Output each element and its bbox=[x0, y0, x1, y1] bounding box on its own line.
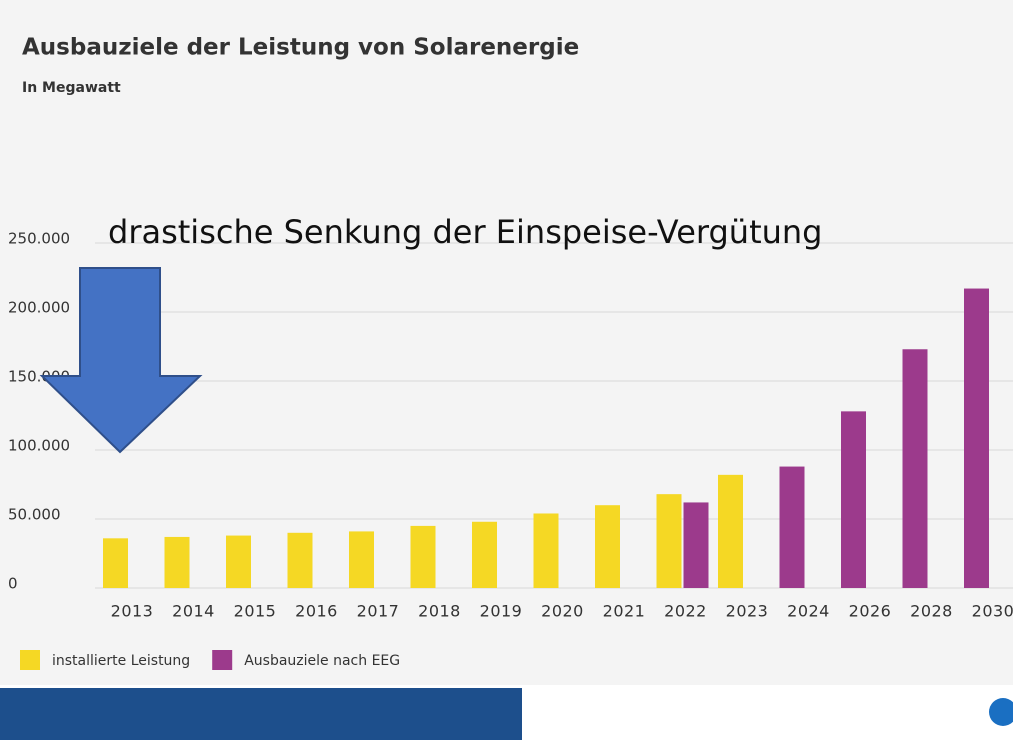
bar bbox=[226, 535, 251, 588]
x-tick-label: 2015 bbox=[234, 602, 277, 621]
y-tick-label: 200.000 bbox=[8, 299, 70, 317]
y-tick-label: 250.000 bbox=[8, 230, 70, 248]
x-tick-label: 2023 bbox=[726, 602, 769, 621]
chart-subtitle: In Megawatt bbox=[22, 80, 121, 96]
x-tick-label: 2026 bbox=[849, 602, 892, 621]
legend-swatch bbox=[212, 650, 233, 670]
x-tick-label: 2016 bbox=[295, 602, 338, 621]
x-tick-label: 2014 bbox=[172, 602, 215, 621]
legend-swatch bbox=[20, 650, 40, 670]
x-tick-label: 2021 bbox=[603, 602, 646, 621]
bar bbox=[779, 466, 805, 588]
arrow bbox=[39, 267, 203, 454]
bar bbox=[533, 513, 559, 588]
x-tick-label: 2020 bbox=[541, 602, 584, 621]
logo bbox=[989, 698, 1013, 726]
x-tick-label: 2028 bbox=[910, 602, 953, 621]
bar bbox=[841, 411, 866, 588]
x-tick-label: 2017 bbox=[357, 602, 400, 621]
y-tick-label: 50.000 bbox=[8, 506, 61, 524]
bar bbox=[410, 525, 436, 588]
bar bbox=[164, 536, 190, 588]
bar bbox=[902, 349, 928, 588]
bar bbox=[964, 288, 989, 588]
bar bbox=[718, 474, 743, 588]
bars bbox=[103, 288, 989, 588]
legend: installierte Leistung Ausbauziele nach EE… bbox=[20, 650, 400, 670]
y-tick-label: 0 bbox=[8, 575, 18, 593]
bar bbox=[656, 494, 682, 588]
x-tick-label: 2013 bbox=[111, 602, 154, 621]
y-tick-label: 100.000 bbox=[8, 437, 70, 455]
bar bbox=[103, 538, 128, 588]
x-tick-label: 2019 bbox=[480, 602, 523, 621]
x-tick-label: 2022 bbox=[664, 602, 707, 621]
bar bbox=[595, 505, 620, 588]
legend-label: Ausbauziele nach EEG bbox=[244, 653, 400, 669]
x-tick-label: 2018 bbox=[418, 602, 461, 621]
x-tick-label: 2030 bbox=[972, 602, 1013, 621]
bar bbox=[287, 532, 313, 588]
bar bbox=[683, 502, 709, 588]
video-thumbnail bbox=[0, 688, 522, 740]
x-tick-label: 2024 bbox=[787, 602, 830, 621]
bar bbox=[472, 521, 497, 588]
legend-label: installierte Leistung bbox=[52, 653, 190, 669]
bar bbox=[349, 531, 374, 588]
chart-title: Ausbauziele der Leistung von Solarenergi… bbox=[22, 35, 579, 61]
annotation: drastische Senkung der Einspeise-Vergütu… bbox=[108, 213, 822, 251]
